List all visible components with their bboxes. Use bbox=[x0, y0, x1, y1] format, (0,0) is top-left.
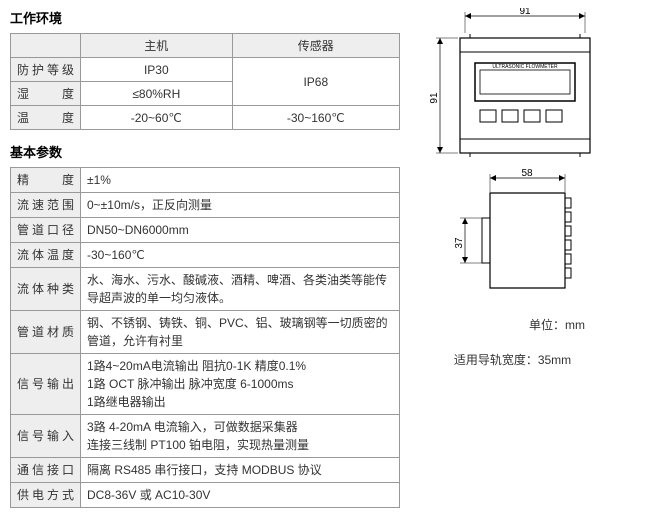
p-sigout-l: 信号输出 bbox=[11, 354, 81, 415]
p-flowrange-l: 流速范围 bbox=[11, 193, 81, 218]
p-power-v: DC8-36V 或 AC10-30V bbox=[81, 483, 400, 508]
p-power-l: 供电方式 bbox=[11, 483, 81, 508]
unit-label: 单位：mm bbox=[410, 316, 615, 333]
p-accuracy-l: 精 度 bbox=[11, 168, 81, 193]
env-protection-label: 防护等级 bbox=[11, 58, 81, 82]
p-comm-v: 隔离 RS485 串行接口，支持 MODBUS 协议 bbox=[81, 458, 400, 483]
dim-width: 91 bbox=[519, 8, 531, 17]
p-pipesize-l: 管道口径 bbox=[11, 218, 81, 243]
env-protection-host: IP30 bbox=[81, 58, 233, 82]
device-diagram: 91 91 ULTRASO bbox=[410, 8, 615, 368]
env-temp-host: -20~60℃ bbox=[81, 106, 233, 130]
env-protection-sensor: IP68 bbox=[232, 58, 399, 106]
unit-text: 单位： bbox=[529, 318, 565, 332]
env-table: 主机 传感器 防护等级 IP30 IP68 湿 度 ≤80%RH 温 度 -20… bbox=[10, 33, 400, 130]
p-sigout-v: 1路4~20mA电流输出 阻抗0-1K 精度0.1% 1路 OCT 脉冲输出 脉… bbox=[81, 354, 400, 415]
env-humidity-label: 湿 度 bbox=[11, 82, 81, 106]
env-sensor-header: 传感器 bbox=[232, 34, 399, 58]
p-flowrange-v: 0~±10m/s，正反向测量 bbox=[81, 193, 400, 218]
device-label: ULTRASONIC FLOWMETER bbox=[492, 64, 558, 70]
p-pipemat-l: 管道材质 bbox=[11, 311, 81, 354]
env-blank-header bbox=[11, 34, 81, 58]
dim-side-width: 58 bbox=[521, 168, 533, 179]
p-fluidtemp-v: -30~160℃ bbox=[81, 243, 400, 268]
params-section-title: 基本参数 bbox=[10, 142, 400, 161]
rail-value: 35mm bbox=[538, 353, 571, 367]
p-comm-l: 通信接口 bbox=[11, 458, 81, 483]
dim-height: 91 bbox=[429, 92, 440, 104]
p-sigin-v: 3路 4-20mA 电流输入，可做数据采集器 连接三线制 PT100 铂电阻，实… bbox=[81, 415, 400, 458]
rail-text: 适用导轨宽度： bbox=[454, 353, 538, 367]
env-section-title: 工作环境 bbox=[10, 8, 400, 27]
env-humidity-host: ≤80%RH bbox=[81, 82, 233, 106]
front-view-svg: 91 91 ULTRASO bbox=[410, 8, 615, 168]
unit-value: mm bbox=[565, 318, 585, 332]
p-accuracy-v: ±1% bbox=[81, 168, 400, 193]
env-host-header: 主机 bbox=[81, 34, 233, 58]
env-temp-sensor: -30~160℃ bbox=[232, 106, 399, 130]
p-pipesize-v: DN50~DN6000mm bbox=[81, 218, 400, 243]
env-temp-label: 温 度 bbox=[11, 106, 81, 130]
side-view-svg: 58 37 bbox=[410, 168, 615, 308]
rail-label: 适用导轨宽度：35mm bbox=[410, 351, 615, 368]
p-sigin-l: 信号输入 bbox=[11, 415, 81, 458]
params-table: 精 度±1% 流速范围0~±10m/s，正反向测量 管道口径DN50~DN600… bbox=[10, 167, 400, 508]
dim-depth: 37 bbox=[454, 237, 465, 249]
p-fluidtemp-l: 流体温度 bbox=[11, 243, 81, 268]
p-pipemat-v: 钢、不锈钢、铸铁、铜、PVC、铝、玻璃钢等一切质密的管道，允许有衬里 bbox=[81, 311, 400, 354]
p-fluidtype-l: 流体种类 bbox=[11, 268, 81, 311]
p-fluidtype-v: 水、海水、污水、酸碱液、酒精、啤酒、各类油类等能传导超声波的单一均匀液体。 bbox=[81, 268, 400, 311]
